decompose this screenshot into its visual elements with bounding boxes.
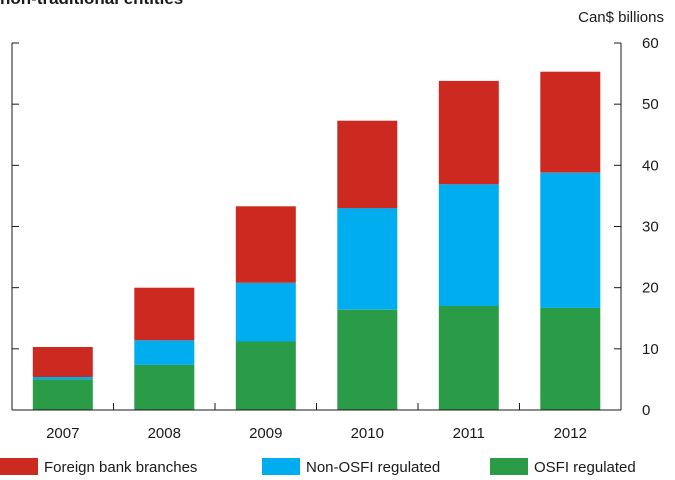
- x-tick-label: 2007: [46, 425, 79, 442]
- legend-label-non-osfi-regulated: Non-OSFI regulated: [306, 459, 440, 475]
- y-tick-label: 30: [642, 219, 659, 236]
- legend-label-osfi-regulated: OSFI regulated: [534, 459, 636, 475]
- y-tick-label: 60: [642, 35, 659, 52]
- legend-swatch-non-osfi-regulated: [262, 458, 300, 475]
- bar-osfi-regulated-2009: [235, 341, 296, 410]
- bar-non-osfi-regulated-2011: [438, 184, 499, 306]
- bar-non-osfi-regulated-2008: [134, 340, 195, 365]
- bar-osfi-regulated-2010: [337, 309, 398, 410]
- chart-title: non-traditional entities: [0, 0, 183, 8]
- bar-osfi-regulated-2011: [438, 306, 499, 410]
- legend: Foreign bank branches Non-OSFI regulated O…: [0, 458, 636, 476]
- legend-swatch-foreign-bank-branches: [0, 458, 38, 475]
- bar-foreign-bank-branches-2010: [337, 120, 398, 209]
- bar-non-osfi-regulated-2010: [337, 208, 398, 310]
- y-axis-unit-label: Can$ billions: [578, 9, 664, 26]
- y-tick-label: 0: [642, 402, 650, 419]
- bar-foreign-bank-branches-2011: [438, 80, 499, 185]
- bar-foreign-bank-branches-2007: [32, 347, 93, 377]
- bar-osfi-regulated-2008: [134, 364, 195, 410]
- y-tick-label: 10: [642, 341, 659, 358]
- x-tick-label: 2010: [351, 425, 384, 442]
- y-tick-label: 20: [642, 280, 659, 297]
- bar-foreign-bank-branches-2008: [134, 287, 195, 341]
- bar-non-osfi-regulated-2007: [32, 377, 93, 380]
- bar-foreign-bank-branches-2009: [235, 206, 296, 283]
- legend-swatch-osfi-regulated: [490, 458, 528, 475]
- bar-osfi-regulated-2012: [540, 307, 601, 410]
- bars-layer: [32, 71, 601, 410]
- bar-non-osfi-regulated-2009: [235, 282, 296, 342]
- x-tick-label: 2009: [249, 425, 282, 442]
- bar-non-osfi-regulated-2012: [540, 172, 601, 308]
- x-tick-label: 2011: [453, 425, 485, 442]
- y-tick-label: 40: [642, 157, 659, 174]
- bar-osfi-regulated-2007: [32, 379, 93, 410]
- bar-foreign-bank-branches-2012: [540, 71, 601, 173]
- y-tick-label: 50: [642, 96, 659, 113]
- axes-layer: 0 10 20 30 40 50 60 2007 2008 2009 2010 2011 2012: [11, 35, 659, 442]
- x-tick-label: 2008: [148, 425, 181, 442]
- legend-label-foreign-bank-branches: Foreign bank branches: [44, 459, 197, 475]
- x-tick-label: 2012: [554, 425, 587, 442]
